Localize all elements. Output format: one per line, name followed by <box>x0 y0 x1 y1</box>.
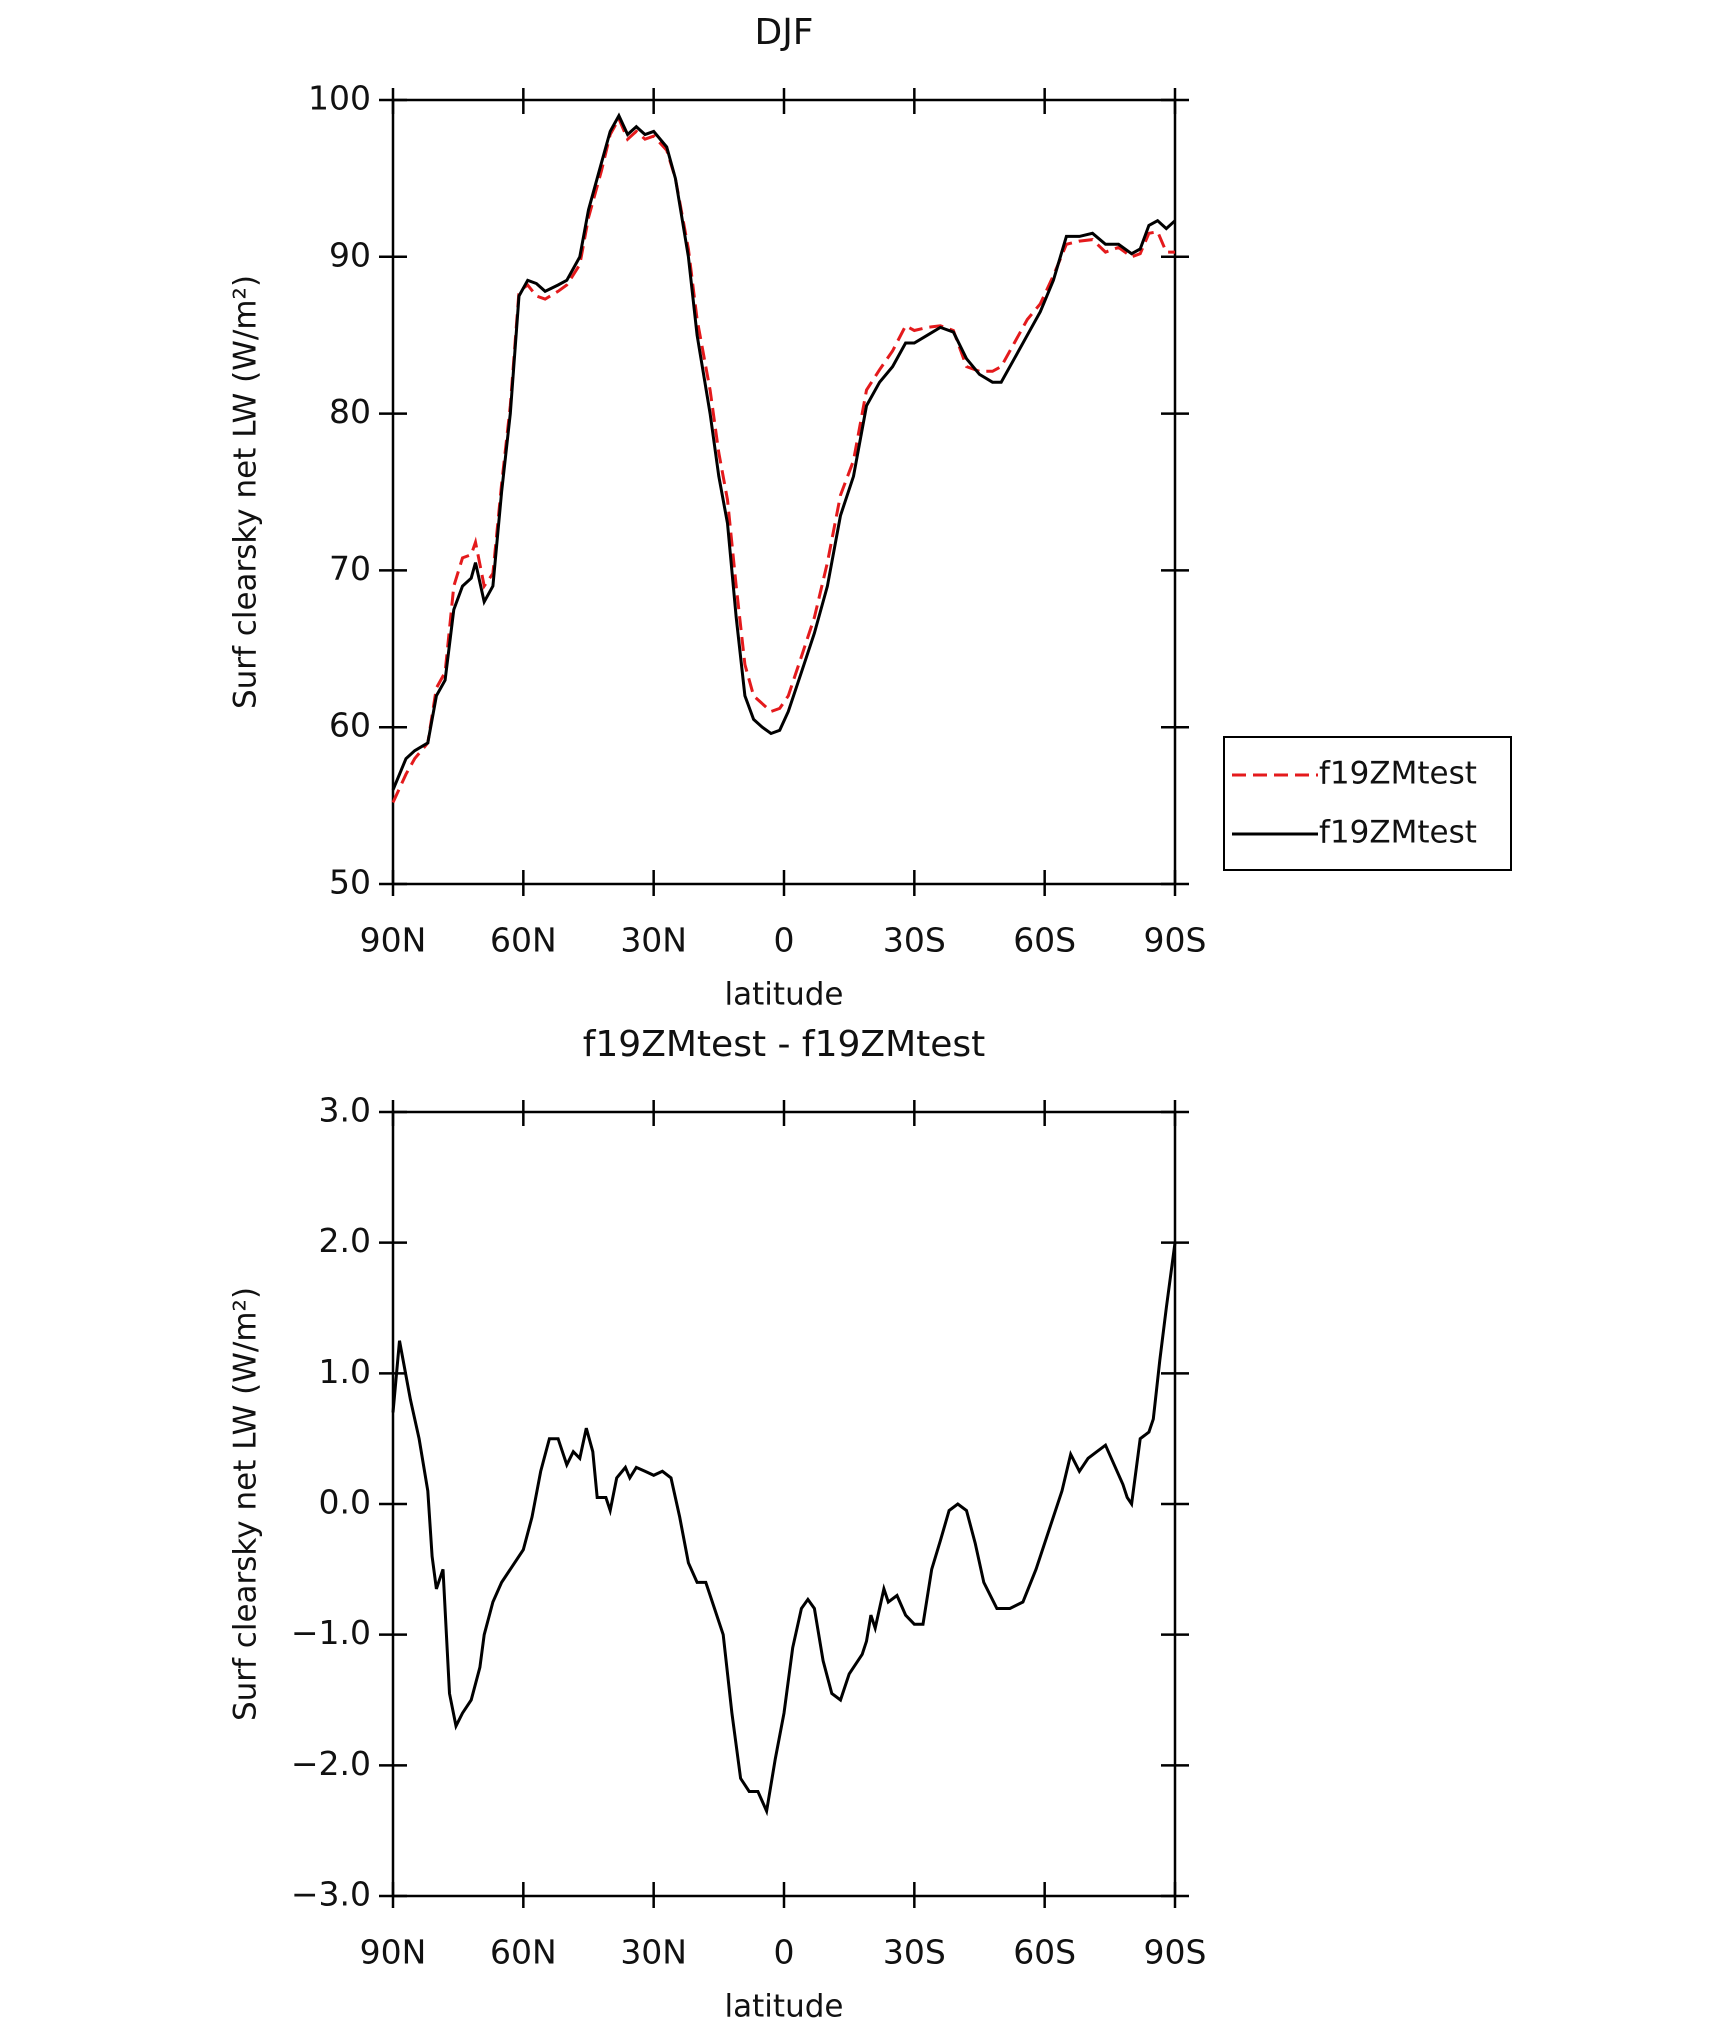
data-line <box>391 1242 1177 1817</box>
y-axis-label: Surf clearsky net LW (W/m²) <box>228 275 264 709</box>
x-tick-label: 60N <box>490 1933 557 1972</box>
y-tick-label: 90 <box>329 235 371 274</box>
y-axis-label: Surf clearsky net LW (W/m²) <box>228 1287 264 1721</box>
x-tick-label: 30S <box>883 1933 946 1972</box>
y-tick-label: 50 <box>329 863 371 902</box>
x-tick-label: 30N <box>620 1933 687 1972</box>
x-tick-label: 90S <box>1144 1933 1207 1972</box>
legend-box <box>1223 736 1512 871</box>
data-line <box>391 112 1177 791</box>
y-tick-label: 100 <box>308 79 371 118</box>
data-line <box>391 115 1175 804</box>
x-axis-label: latitude <box>725 1989 844 2021</box>
x-tick-label: 30S <box>883 921 946 960</box>
x-tick-label: 60S <box>1013 1933 1076 1972</box>
legend-label: f19ZMtest <box>1319 815 1477 851</box>
y-tick-label: −3.0 <box>291 1875 371 1914</box>
y-tick-label: 0.0 <box>319 1483 371 1522</box>
y-tick-label: 80 <box>329 392 371 431</box>
y-tick-label: 3.0 <box>319 1091 371 1130</box>
x-axis-label: latitude <box>725 977 844 1013</box>
x-tick-label: 0 <box>774 1933 795 1972</box>
plot-frame <box>391 98 1177 886</box>
x-tick-label: 90N <box>360 921 427 960</box>
legend-label: f19ZMtest <box>1319 756 1477 792</box>
x-tick-label: 90S <box>1144 921 1207 960</box>
chart-title: f19ZMtest - f19ZMtest <box>583 1024 986 1065</box>
x-tick-label: 60S <box>1013 921 1076 960</box>
y-tick-label: 70 <box>329 549 371 588</box>
y-tick-label: −1.0 <box>291 1613 371 1652</box>
y-tick-label: 1.0 <box>319 1352 371 1391</box>
y-tick-label: 60 <box>329 706 371 745</box>
y-tick-label: −2.0 <box>291 1744 371 1783</box>
y-tick-label: 2.0 <box>319 1221 371 1260</box>
x-tick-label: 90N <box>360 1933 427 1972</box>
chart-title: DJF <box>754 12 813 53</box>
x-tick-label: 60N <box>490 921 557 960</box>
x-tick-label: 30N <box>620 921 687 960</box>
plot-frame <box>391 1110 1177 1898</box>
x-tick-label: 0 <box>774 921 795 960</box>
